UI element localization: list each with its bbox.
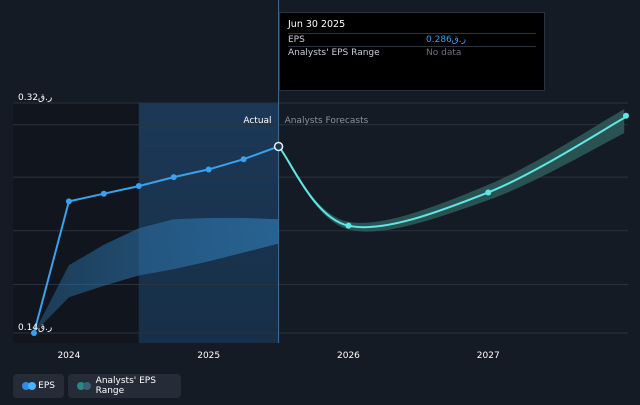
eps-point — [240, 156, 247, 163]
eps-point — [65, 198, 72, 205]
x-tick-label: 2024 — [57, 351, 80, 361]
y-tick-label: ر.ق0.32 — [18, 93, 52, 103]
eps-range-band — [34, 218, 279, 333]
forecast-label: Analysts Forecasts — [285, 116, 369, 126]
tooltip-range-label: Analysts' EPS Range — [288, 48, 380, 58]
y-tick-label: ر.ق0.14 — [18, 323, 52, 333]
eps-point — [205, 166, 212, 173]
eps-point — [100, 190, 107, 197]
forecast-point — [485, 189, 492, 196]
tooltip-date: Jun 30 2025 — [288, 19, 346, 30]
legend-label-eps-range: Analysts' EPS Range — [95, 376, 156, 396]
x-tick-label: 2025 — [197, 351, 220, 361]
x-tick-label: 2027 — [477, 351, 500, 361]
x-tick-label: 2026 — [337, 351, 360, 361]
eps-line — [33, 145, 279, 334]
eps-legend-icon — [22, 382, 36, 390]
tooltip-row-range: Analysts' EPS Range No data — [288, 46, 536, 60]
forecast-line — [277, 114, 629, 229]
forecast-point — [345, 222, 352, 229]
eps-current-point — [273, 141, 284, 152]
eps-point — [30, 330, 37, 336]
tooltip-range-value: No data — [426, 48, 462, 58]
tooltip-row-eps: EPS ر.ق0.286 — [288, 33, 536, 47]
legend-item-eps-range[interactable]: Analysts' EPS Range — [68, 374, 181, 398]
eps-point — [135, 183, 142, 190]
past-region — [13, 103, 139, 343]
tooltip-eps-label: EPS — [288, 35, 305, 45]
tooltip-eps-value: ر.ق0.286 — [426, 35, 466, 45]
forecast-range-band — [278, 109, 625, 232]
forecast-point — [623, 112, 629, 119]
actual-label: Actual — [243, 116, 271, 126]
legend-item-eps[interactable]: EPS — [13, 374, 64, 398]
tooltip-panel: Jun 30 2025 EPS ر.ق0.286 Analysts' EPS R… — [279, 12, 545, 91]
eps-point — [170, 174, 177, 181]
legend-label-eps: EPS — [38, 381, 55, 391]
eps-range-legend-icon — [77, 382, 91, 390]
